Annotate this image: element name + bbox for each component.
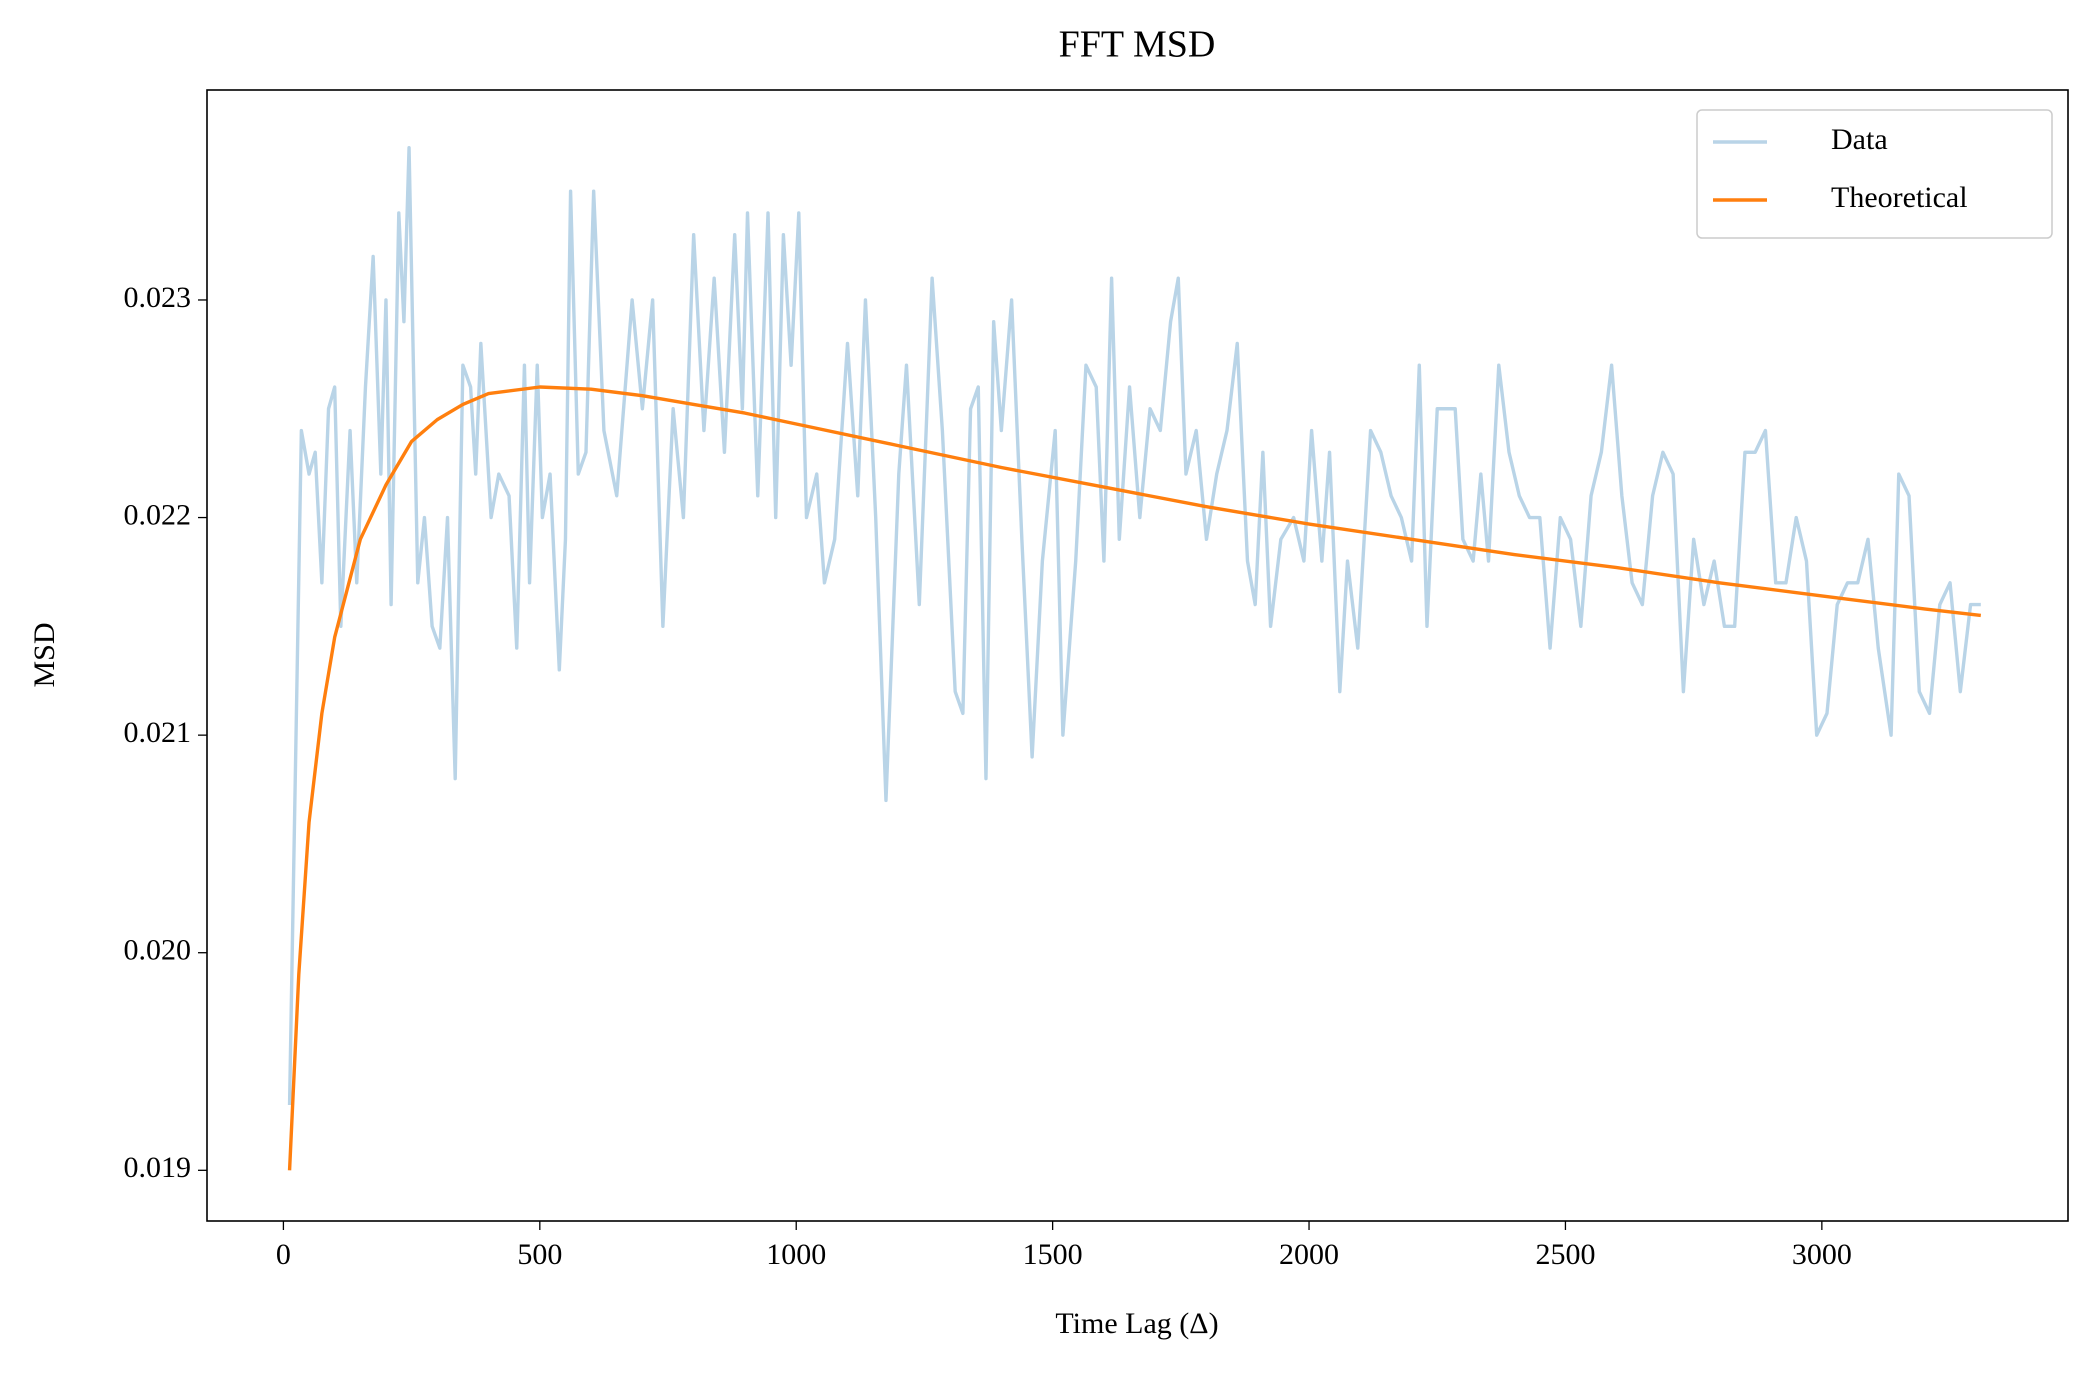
x-axis-label: Time Lag (Δ)	[1055, 1307, 1218, 1340]
x-tick-label: 2500	[1535, 1238, 1595, 1271]
x-tick-label: 1500	[1023, 1238, 1083, 1271]
y-tick-label: 0.023	[124, 281, 192, 314]
x-tick-label: 3000	[1792, 1238, 1852, 1271]
y-tick-label: 0.020	[124, 934, 192, 967]
legend-box	[1696, 109, 2053, 239]
legend-label: Theoretical	[1831, 181, 1968, 214]
series-line	[287, 385, 1982, 1171]
y-tick-label: 0.021	[124, 716, 192, 749]
legend-label: Data	[1831, 123, 1888, 156]
x-tick-label: 500	[517, 1238, 562, 1271]
y-axis-label: MSD	[28, 622, 61, 687]
plot-frame	[206, 89, 2069, 1222]
y-tick-label: 0.022	[124, 498, 192, 531]
x-tick-label: 1000	[766, 1238, 826, 1271]
chart-title: FFT MSD	[1059, 24, 1216, 66]
x-tick-label: 0	[276, 1238, 291, 1271]
x-tick-label: 2000	[1279, 1238, 1339, 1271]
series-line	[287, 145, 1981, 1106]
y-tick-label: 0.019	[124, 1151, 192, 1184]
